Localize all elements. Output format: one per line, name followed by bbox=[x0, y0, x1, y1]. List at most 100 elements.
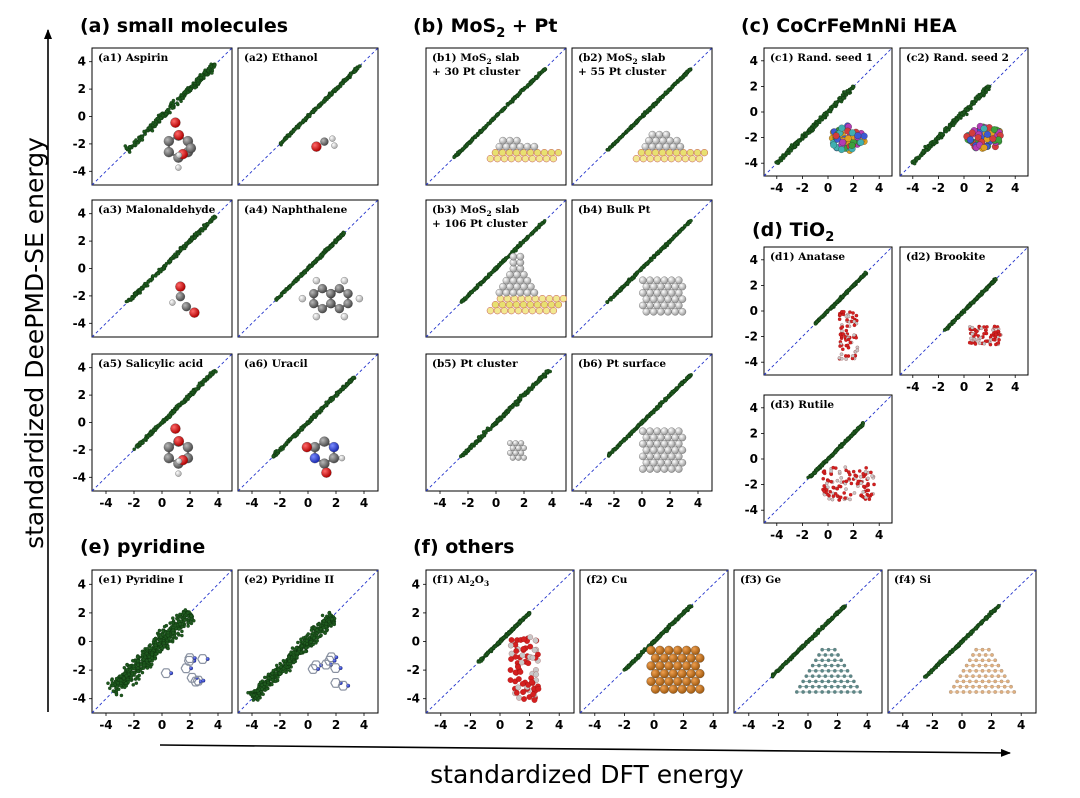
inset-atom bbox=[664, 446, 672, 454]
inset-atom bbox=[512, 449, 519, 456]
data-point bbox=[817, 120, 822, 125]
inset-atom bbox=[653, 301, 661, 310]
data-point bbox=[142, 129, 146, 134]
inset-atom bbox=[646, 452, 654, 461]
inset-atom bbox=[678, 458, 687, 467]
y-tick-label: 0 bbox=[78, 416, 86, 430]
data-point bbox=[133, 292, 138, 296]
inset-atom bbox=[678, 433, 687, 442]
y-tick-label: 0 bbox=[78, 262, 86, 276]
data-point bbox=[956, 113, 961, 118]
inset-atom bbox=[845, 324, 849, 328]
data-point bbox=[518, 396, 523, 400]
inset-atom bbox=[642, 446, 651, 454]
data-point bbox=[484, 429, 488, 433]
inset-atom bbox=[309, 453, 320, 464]
data-point bbox=[615, 445, 620, 449]
inset-atom bbox=[653, 289, 661, 297]
data-point bbox=[665, 241, 670, 246]
inset-atom bbox=[675, 301, 683, 310]
panel-label: (d1) Anatase bbox=[770, 251, 845, 263]
data-point bbox=[311, 415, 316, 419]
inset-atom bbox=[667, 301, 676, 310]
y-tick-label: 2 bbox=[78, 234, 86, 248]
data-point bbox=[347, 379, 352, 384]
data-point bbox=[176, 252, 180, 256]
x-tick-label: 2 bbox=[332, 496, 340, 510]
inset-atom bbox=[182, 442, 194, 453]
data-point bbox=[498, 262, 503, 266]
data-point bbox=[320, 406, 324, 411]
y-tick-label: 2 bbox=[750, 278, 758, 292]
inset-atom bbox=[997, 338, 1001, 342]
data-point bbox=[675, 232, 679, 236]
data-point bbox=[969, 103, 973, 107]
x-tick-label: 4 bbox=[1011, 380, 1019, 394]
inset-atom bbox=[646, 276, 654, 285]
y-tick-label: 0 bbox=[78, 110, 86, 124]
inset-atom bbox=[531, 294, 540, 303]
inset-atom bbox=[521, 445, 527, 451]
group-title-b-base: (b) MoS bbox=[413, 15, 496, 37]
data-point bbox=[329, 244, 334, 248]
data-point bbox=[689, 218, 693, 223]
data-point bbox=[474, 285, 479, 290]
data-point bbox=[948, 323, 952, 327]
inset-atom bbox=[667, 427, 676, 435]
inset-atom bbox=[653, 427, 661, 435]
panel-label-tail: slab bbox=[492, 52, 520, 64]
data-point bbox=[672, 235, 676, 240]
x-tick-label: -2 bbox=[796, 181, 809, 195]
data-point bbox=[959, 312, 964, 317]
inset-atom bbox=[530, 142, 539, 151]
data-point bbox=[506, 409, 511, 414]
inset-atom bbox=[343, 299, 353, 309]
data-point bbox=[651, 410, 656, 415]
data-point bbox=[986, 84, 990, 89]
inset-atom bbox=[309, 299, 319, 309]
data-point bbox=[809, 126, 814, 131]
inset-atom bbox=[839, 138, 847, 146]
x-tick-label: 4 bbox=[1011, 181, 1019, 195]
data-point bbox=[626, 434, 630, 438]
inset-atom bbox=[995, 136, 1002, 144]
data-point bbox=[616, 289, 621, 293]
inset-atom bbox=[518, 449, 525, 456]
x-tick-label: 4 bbox=[548, 496, 556, 510]
data-point bbox=[662, 244, 666, 248]
data-point bbox=[611, 295, 616, 299]
inset-atom bbox=[844, 135, 852, 143]
inset-atom bbox=[507, 449, 513, 456]
data-point bbox=[339, 82, 344, 86]
x-tick-label: -2 bbox=[607, 496, 620, 510]
inset-atom bbox=[642, 282, 651, 291]
panel-label-base: (b3) MoS bbox=[432, 204, 486, 216]
x-tick-label: 0 bbox=[824, 181, 832, 195]
inset-atom bbox=[559, 294, 568, 303]
data-point bbox=[951, 320, 956, 324]
data-point bbox=[778, 156, 783, 160]
data-point bbox=[652, 102, 657, 107]
data-point bbox=[275, 449, 280, 453]
data-point bbox=[329, 91, 334, 95]
data-point bbox=[510, 403, 515, 408]
inset-atom bbox=[660, 440, 669, 448]
inset-atom bbox=[678, 282, 687, 291]
data-point bbox=[132, 142, 137, 147]
inset-atom bbox=[994, 332, 998, 337]
inset-atom bbox=[840, 356, 844, 361]
data-point bbox=[632, 123, 636, 128]
data-point bbox=[159, 116, 163, 120]
data-point bbox=[984, 88, 989, 92]
x-tick-label: 0 bbox=[158, 496, 166, 510]
inset-atom bbox=[991, 337, 996, 342]
data-point bbox=[644, 416, 649, 421]
inset-atom bbox=[540, 148, 549, 157]
panel-label-line2: + 106 Pt cluster bbox=[432, 218, 528, 230]
inset-atom bbox=[854, 132, 862, 140]
structure-inset bbox=[311, 135, 338, 152]
inset-atom bbox=[671, 295, 679, 303]
x-tick-label: 2 bbox=[666, 496, 674, 510]
inset-atom bbox=[642, 295, 651, 303]
